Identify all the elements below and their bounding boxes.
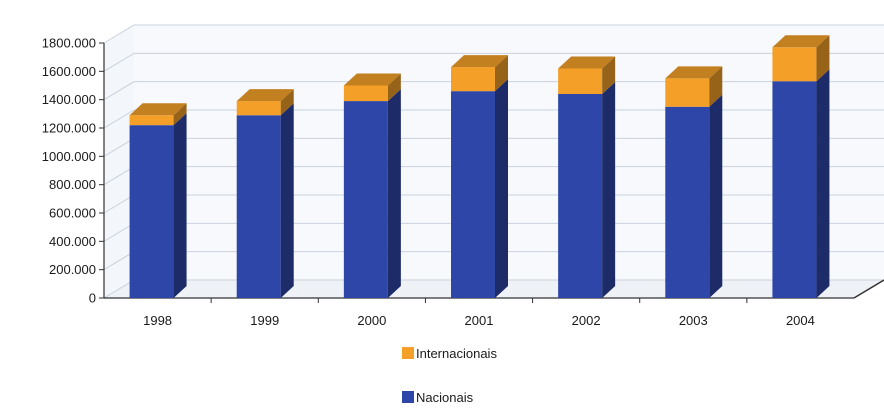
bar-internacionais-2001-top — [451, 55, 508, 68]
x-tick-label: 2003 — [679, 313, 708, 328]
legend-swatch — [402, 347, 414, 359]
bar-internacionais-1999-side — [280, 89, 294, 116]
bar-internacionais-2004 — [772, 35, 830, 82]
bar-internacionais-2002-front — [558, 68, 603, 94]
bar-internacionais-2001-side — [495, 55, 508, 92]
bar-nacionais-2003-front — [665, 106, 710, 298]
gridline — [103, 52, 884, 72]
bar-internacionais-2004-side — [816, 35, 830, 82]
bar-internacionais-2001 — [451, 55, 508, 92]
bar-internacionais-2004-front — [772, 47, 817, 82]
bar-nacionais-2004-side — [816, 69, 830, 298]
bar-internacionais-2004-top — [772, 35, 830, 48]
x-tick-label: 1998 — [143, 313, 172, 328]
y-tick-label: 1600.000 — [42, 64, 96, 79]
bar-nacionais-2001 — [451, 79, 508, 299]
legend-item-nacionais: Nacionais — [402, 390, 474, 405]
legend-item-internacionais: Internacionais — [402, 346, 497, 361]
y-tick-label: 200.000 — [49, 262, 96, 277]
y-tick-label: 0 — [89, 291, 96, 306]
y-tick-label: 1400.000 — [42, 92, 96, 107]
bar-internacionais-2001-front — [451, 67, 495, 92]
bar-internacionais-1999 — [236, 89, 294, 116]
bar-nacionais-2002-front — [558, 94, 603, 298]
bar-internacionais-2000 — [343, 73, 401, 102]
bars — [129, 35, 830, 299]
bar-internacionais-2000-front — [343, 85, 388, 102]
legend-label: Internacionais — [416, 346, 497, 361]
y-tick-label: 1800.000 — [42, 36, 96, 51]
bar-nacionais-2000 — [343, 89, 401, 298]
bar-nacionais-1998-side — [173, 113, 187, 299]
bar-nacionais-1998-front — [129, 125, 174, 299]
bar-internacionais-2002-side — [602, 56, 616, 94]
bar-nacionais-2004-front — [772, 81, 817, 298]
y-tick-label: 400.000 — [49, 234, 96, 249]
legend-label: Nacionais — [416, 390, 474, 405]
gridline — [103, 81, 884, 101]
x-tick-label: 1999 — [250, 313, 279, 328]
x-tick-label: 2001 — [465, 313, 494, 328]
x-tick-label: 2000 — [357, 313, 386, 328]
side-wall — [104, 25, 134, 298]
bar-internacionais-1998 — [129, 103, 187, 126]
y-tick-label: 1200.000 — [42, 121, 96, 136]
x-tick-label: 2004 — [786, 313, 815, 328]
bar-internacionais-2002 — [558, 56, 616, 94]
y-tick-labels: 0 200.000 400.000 600.000 800.000 1000.000 120… — [42, 36, 96, 306]
bar-internacionais-1998-side — [173, 103, 187, 126]
bar-internacionais-2000-top — [343, 73, 401, 86]
bar-nacionais-2004 — [772, 69, 830, 298]
bar-internacionais-2000-side — [387, 73, 401, 102]
bar-internacionais-1999-top — [236, 89, 294, 102]
bar-nacionais-1999-front — [236, 115, 281, 298]
legend-swatch — [402, 391, 414, 403]
bar-nacionais-2003-side — [709, 94, 723, 298]
x-tick-labels: 1998 1999 2000 2001 2002 2003 2004 — [143, 313, 815, 328]
bar-internacionais-1998-front — [129, 115, 174, 126]
y-tick-label: 600.000 — [49, 206, 96, 221]
bar-internacionais-2003-front — [665, 78, 710, 107]
bar-nacionais-2002-side — [602, 82, 616, 298]
x-tick-label: 2002 — [572, 313, 601, 328]
bar-internacionais-2003-top — [665, 66, 723, 79]
floor-edge-line — [853, 279, 884, 299]
gridline — [103, 24, 884, 44]
bar-nacionais-1999 — [236, 103, 294, 298]
bar-nacionais-2001-side — [495, 79, 508, 299]
bar-nacionais-1998 — [129, 113, 187, 299]
legend: Internacionais Nacionais — [402, 346, 497, 405]
bar-nacionais-2003 — [665, 94, 723, 298]
bar-internacionais-2003 — [665, 66, 723, 107]
bar-nacionais-2000-front — [343, 101, 388, 298]
bar-nacionais-1999-side — [280, 103, 294, 298]
bar-internacionais-1998-top — [129, 103, 187, 116]
y-tick-label: 1000.000 — [42, 149, 96, 164]
y-tick-label: 800.000 — [49, 177, 96, 192]
bar-internacionais-2002-top — [558, 56, 616, 69]
bar-nacionais-2002 — [558, 82, 616, 298]
gridline — [103, 109, 884, 129]
bar-nacionais-2000-side — [387, 89, 401, 298]
bar-internacionais-1999-front — [236, 101, 281, 116]
bar-internacionais-2003-side — [709, 66, 723, 107]
bar-nacionais-2001-front — [451, 91, 495, 299]
